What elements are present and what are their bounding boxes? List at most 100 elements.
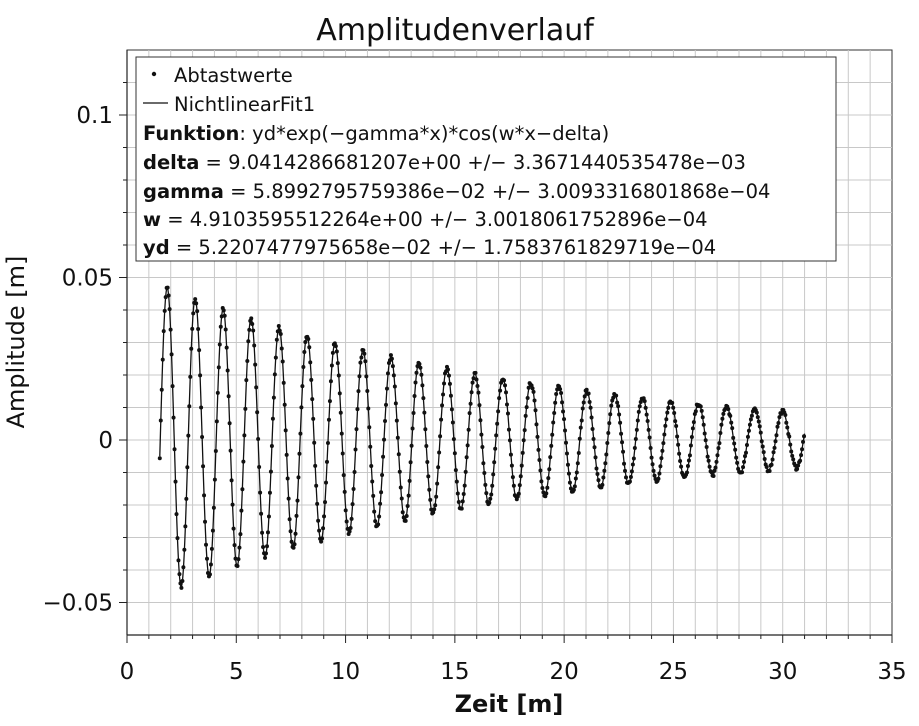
sample-point [424, 444, 429, 449]
sample-point [773, 439, 778, 444]
sample-point [465, 443, 470, 448]
sample-point [707, 464, 712, 469]
sample-point [184, 496, 189, 501]
sample-point [263, 555, 268, 560]
sample-point [721, 411, 726, 416]
sample-point [299, 405, 304, 410]
sample-point [787, 434, 792, 439]
sample-point [793, 463, 798, 468]
sample-point [795, 467, 800, 472]
sample-point [201, 464, 206, 469]
sample-point [551, 420, 556, 425]
sample-point [463, 469, 468, 474]
sample-point [399, 496, 404, 501]
sample-point [589, 415, 594, 420]
sample-point [624, 475, 628, 480]
sample-point [483, 482, 488, 487]
sample-point [362, 351, 367, 356]
sample-point [802, 434, 807, 439]
sample-point [246, 339, 251, 344]
sample-point [531, 389, 536, 394]
sample-point [691, 420, 696, 425]
sample-point [288, 529, 293, 534]
sample-point [265, 530, 270, 535]
sample-point [282, 402, 287, 407]
sample-point [685, 464, 690, 469]
sample-point [311, 416, 316, 421]
sample-point [517, 483, 522, 488]
sample-point [777, 415, 782, 420]
sample-point [307, 345, 312, 350]
sample-point [582, 394, 587, 399]
sample-point [571, 487, 576, 492]
x-tick-label: 35 [877, 659, 906, 685]
sample-point [350, 502, 355, 507]
sample-point [573, 476, 578, 481]
sample-point [401, 515, 406, 520]
sample-point [364, 374, 369, 379]
sample-point [310, 397, 315, 402]
sample-point [315, 501, 320, 506]
sample-point [324, 480, 329, 485]
param-value: 9.0414286681207e+00 [228, 151, 461, 174]
sample-point [342, 489, 347, 494]
sample-point [226, 394, 231, 399]
sample-point [400, 510, 405, 515]
sample-point [455, 491, 460, 496]
sample-point [209, 546, 214, 551]
sample-point [673, 419, 678, 424]
sample-point [658, 464, 663, 469]
sample-point [289, 539, 294, 544]
legend-box [135, 56, 837, 262]
sample-point [327, 399, 332, 404]
sample-point [799, 453, 804, 458]
sample-point [686, 458, 691, 463]
sample-point [663, 423, 668, 428]
sample-point [247, 327, 252, 332]
sample-point [646, 427, 651, 432]
sample-point [532, 398, 537, 403]
sample-point [504, 402, 509, 407]
sample-point [548, 455, 553, 460]
sample-point [731, 435, 736, 440]
sample-point [577, 436, 582, 441]
sample-point [715, 453, 720, 458]
sample-point [470, 380, 475, 385]
sample-point [553, 400, 558, 405]
sample-point [194, 301, 199, 306]
sample-point [729, 420, 734, 425]
sample-point [180, 578, 185, 583]
sample-point [274, 337, 279, 342]
sample-point [628, 474, 633, 479]
sample-point [591, 436, 596, 441]
sample-point [561, 409, 566, 414]
sample-point [647, 435, 652, 440]
sample-point [409, 443, 414, 448]
sample-point [183, 524, 188, 529]
sample-point [187, 404, 192, 409]
sample-point [276, 324, 281, 329]
sample-point [474, 377, 479, 382]
sample-point [616, 404, 621, 409]
sample-point [398, 485, 403, 490]
sample-point [243, 406, 248, 411]
param-gamma: gamma = 5.8992795759386e−02 +/− 3.009331… [143, 180, 770, 203]
sample-point [293, 531, 298, 536]
sample-point [221, 308, 226, 313]
sample-point [469, 390, 474, 395]
sample-point [177, 572, 182, 577]
sample-point [203, 519, 208, 524]
sample-point [743, 450, 748, 455]
sample-point [675, 434, 680, 439]
sample-point [679, 464, 684, 469]
sample-point [283, 428, 288, 433]
sample-point [461, 492, 466, 497]
sample-point [657, 471, 662, 476]
sample-point [376, 522, 381, 527]
sample-point [733, 447, 738, 452]
sample-point [748, 417, 753, 422]
sample-point [388, 353, 393, 358]
sample-point [445, 367, 450, 372]
sample-point [433, 503, 438, 508]
sample-point [383, 418, 388, 423]
